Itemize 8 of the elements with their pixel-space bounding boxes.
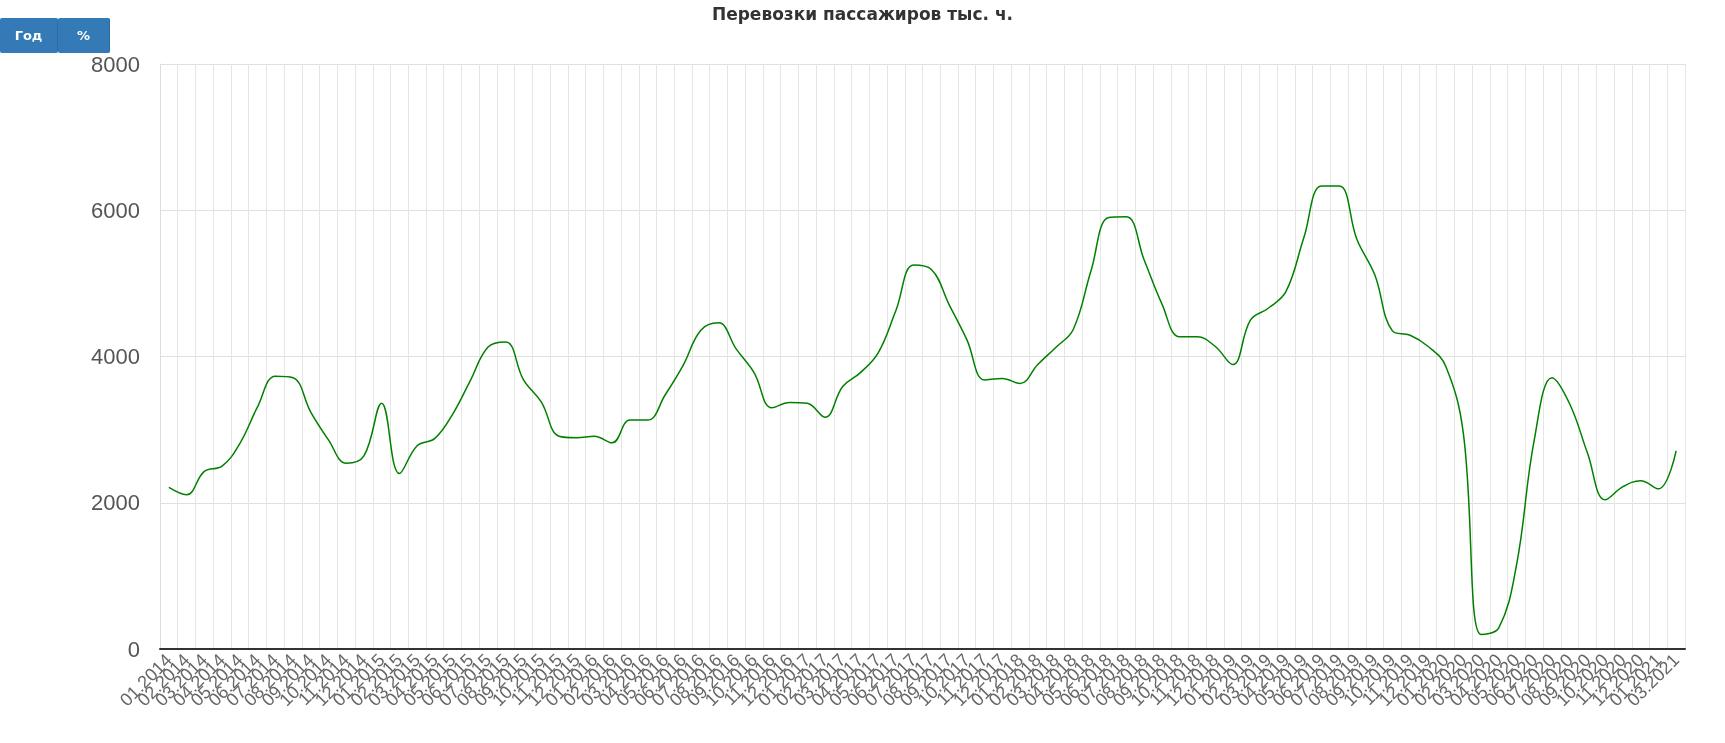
y-tick-label: 4000 xyxy=(91,344,140,369)
y-tick-label: 2000 xyxy=(91,490,140,516)
text: % xyxy=(58,18,110,53)
y-tick-label: 8000 xyxy=(91,51,140,77)
y-tick-label: 6000 xyxy=(91,197,140,223)
chart-title: Перевозки пассажиров тыс. ч. xyxy=(711,3,1014,24)
line-series xyxy=(168,185,1677,636)
text: Год xyxy=(0,18,58,53)
